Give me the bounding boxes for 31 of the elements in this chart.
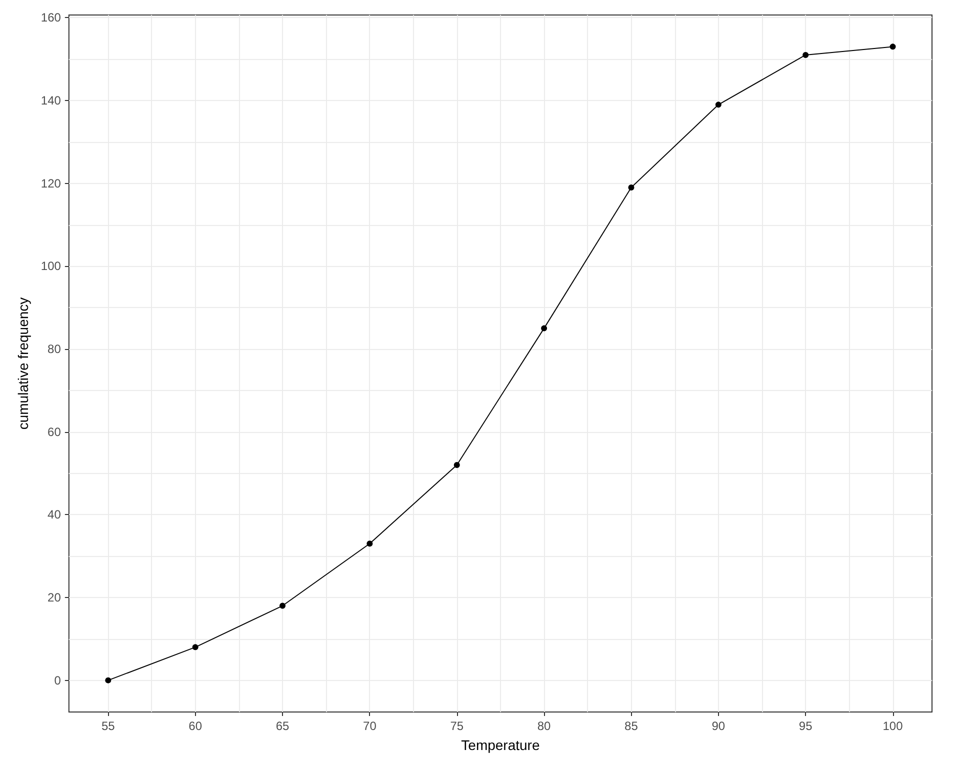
- x-tick-label: 100: [882, 719, 904, 733]
- x-tick-label: 75: [450, 719, 464, 733]
- y-tick-label: 0: [54, 673, 62, 688]
- point: [366, 540, 373, 547]
- point: [541, 325, 548, 332]
- x-tick-label: 60: [188, 719, 202, 733]
- y-tick-label: 40: [48, 508, 62, 522]
- point: [802, 52, 809, 58]
- point: [715, 102, 722, 108]
- x-tick-label: 80: [537, 719, 552, 733]
- x-tick-label: 90: [712, 719, 726, 733]
- point: [454, 462, 460, 468]
- point: [890, 44, 896, 50]
- x-tick-label: 85: [624, 719, 638, 733]
- y-tick-label: 20: [48, 590, 62, 604]
- x-tick-label: 95: [798, 719, 813, 733]
- point: [628, 184, 634, 190]
- x-tick-label: 65: [276, 719, 290, 733]
- y-tick-label: 140: [40, 94, 62, 108]
- x-axis-title: Temperature: [461, 737, 540, 753]
- y-tick-label: 60: [48, 424, 62, 439]
- y-tick-label: 160: [40, 10, 62, 25]
- point: [105, 677, 112, 684]
- x-tick-label: 55: [101, 719, 116, 733]
- y-tick-label: 80: [48, 342, 62, 356]
- x-tick-label: 70: [363, 719, 377, 733]
- point: [192, 644, 198, 650]
- point: [280, 602, 286, 609]
- y-tick-label: 100: [40, 259, 62, 274]
- y-tick-label: 120: [40, 176, 62, 190]
- y-axis-title: cumulative frequency: [15, 297, 31, 430]
